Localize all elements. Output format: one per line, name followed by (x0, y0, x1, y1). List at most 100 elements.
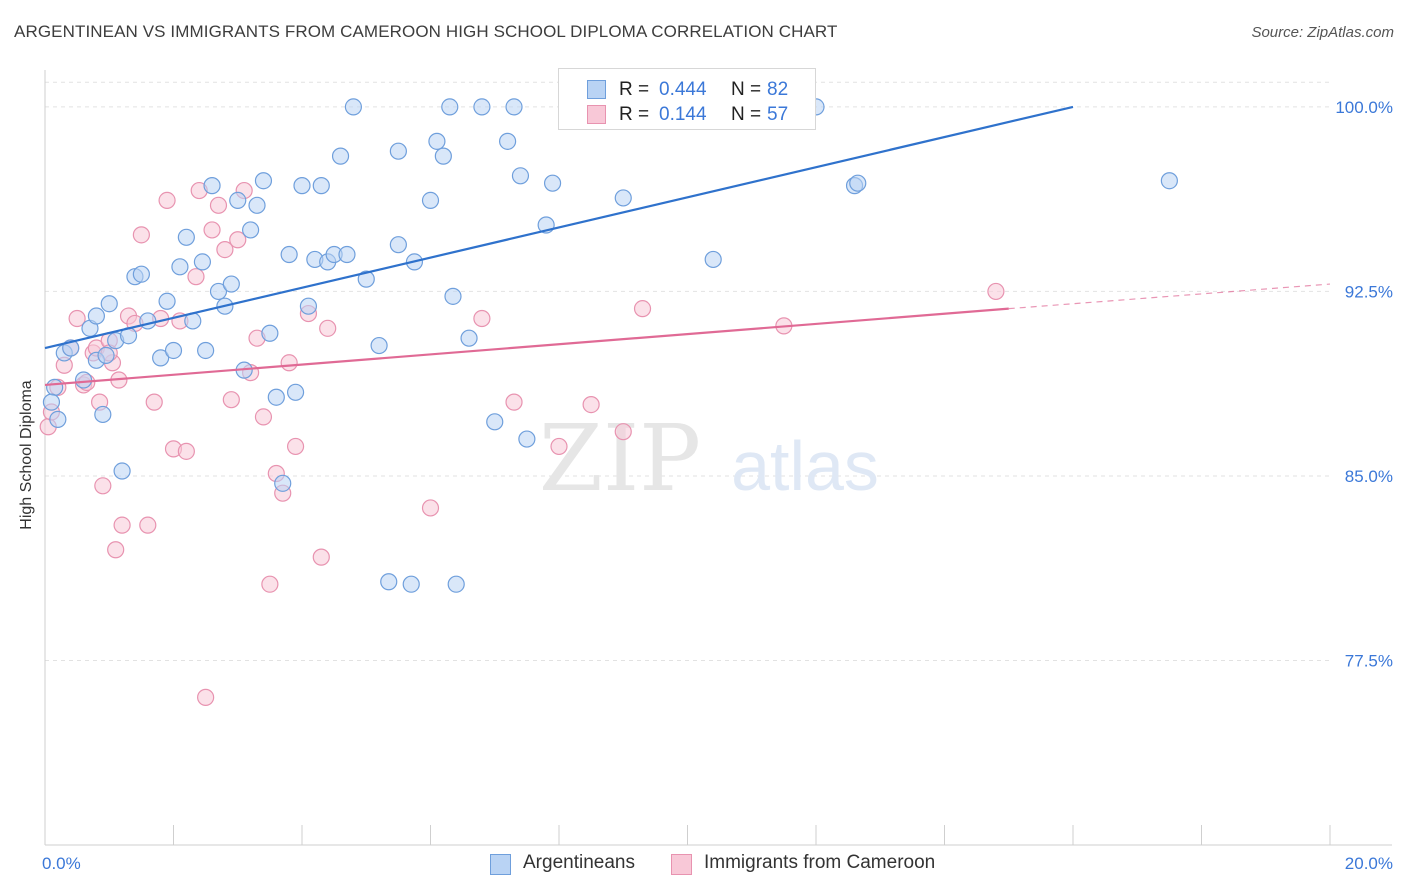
argentinean-point (113, 462, 131, 480)
argentinean-point (293, 177, 311, 195)
argentinean-point (518, 430, 536, 448)
watermark-atlas: atlas (731, 427, 879, 505)
y-tick-label: 92.5% (1345, 282, 1393, 301)
chart-title: ARGENTINEAN VS IMMIGRANTS FROM CAMEROON … (14, 22, 838, 41)
argentinean-point (74, 371, 93, 389)
series-argentineans-points (42, 98, 1178, 593)
argentinean-point (267, 388, 285, 406)
argentinean-point (158, 292, 176, 310)
cameroon-point (177, 442, 195, 460)
argentinean-point (428, 132, 446, 150)
cameroon-trend-line (44, 307, 1009, 387)
cameroon-point (421, 499, 440, 517)
argentinean-point (209, 282, 228, 301)
argentinean-point (100, 295, 118, 313)
argentinean-point (614, 189, 632, 207)
argentinean-point (704, 250, 722, 269)
argentinean-point (543, 174, 562, 192)
x-tick-label: 20.0% (1345, 854, 1393, 873)
argentinean-point (486, 413, 504, 431)
y-tick-label: 77.5% (1345, 651, 1393, 670)
legend-swatch-blue (490, 854, 511, 875)
y-axis-label: High School Diploma (18, 380, 35, 530)
argentinean-point (261, 324, 279, 342)
argentinean-point (197, 341, 215, 360)
stats-row-cameroon: R = 0.144 N = 57 (559, 102, 815, 128)
legend-swatch-pink (671, 854, 692, 875)
argentinean-point (511, 167, 530, 185)
watermark-zip: ZIP (539, 405, 701, 512)
argentinean-point (193, 253, 212, 271)
axes (44, 70, 1392, 846)
argentinean-point (380, 573, 398, 591)
cameroon-point (145, 393, 163, 411)
cameroon-point (312, 548, 330, 566)
argentinean-point (274, 474, 292, 492)
argentinean-point (97, 346, 115, 364)
argentinean-point (441, 98, 459, 116)
r-value: 0.144 (659, 104, 707, 125)
argentineans-trend-line (44, 105, 1074, 350)
cameroon-point (158, 191, 176, 209)
r-label: R = (619, 79, 650, 100)
argentinean-point (338, 245, 356, 264)
argentinean-point (460, 329, 478, 347)
cameroon-point (473, 309, 491, 328)
legend-label: Immigrants from Cameroon (704, 852, 936, 873)
argentinean-point (87, 307, 106, 325)
cameroon-point (582, 396, 600, 414)
y-tick-labels: 77.5% 85.0% 92.5% 100.0% (1335, 98, 1393, 671)
argentinean-point (370, 336, 388, 355)
argentinean-point (299, 297, 318, 315)
cameroon-point (614, 423, 632, 441)
argentinean-point (344, 98, 362, 116)
cameroon-trend-extension (1008, 283, 1331, 310)
argentinean-point (177, 228, 195, 246)
argentinean-point (229, 191, 247, 209)
x-tick-label: 0.0% (42, 854, 81, 873)
cameroon-point (319, 319, 337, 337)
argentinean-point (499, 132, 517, 150)
y-tick-label: 100.0% (1335, 98, 1393, 117)
argentinean-point (444, 287, 462, 305)
argentinean-point (280, 245, 298, 264)
argentinean-point (473, 98, 491, 116)
argentinean-point (94, 405, 112, 424)
n-label: N = (731, 79, 762, 100)
argentinean-point (849, 174, 867, 192)
argentinean-point (389, 142, 407, 160)
x-tick-labels: 0.0% 20.0% (42, 854, 1393, 873)
cameroon-point (132, 226, 150, 244)
argentinean-point (171, 258, 189, 276)
source-label: Source: ZipAtlas.com (1251, 24, 1394, 41)
cameroon-point (280, 354, 298, 372)
argentinean-point (286, 383, 305, 401)
argentinean-point (434, 147, 452, 165)
n-value: 57 (767, 104, 789, 125)
argentinean-point (402, 575, 420, 593)
y-tick-label: 85.0% (1345, 467, 1393, 486)
cameroon-point (633, 300, 652, 318)
watermark: ZIP atlas (539, 405, 879, 512)
stats-box: R = 0.444 N = 82 R = 0.144 N = 57 (558, 68, 816, 130)
argentinean-point (132, 265, 150, 283)
trend-lines (44, 105, 1331, 387)
argentinean-point (139, 312, 157, 330)
legend: Argentineans Immigrants from Cameroon (0, 851, 1406, 879)
cameroon-point (113, 516, 131, 534)
stats-row-argentineans: R = 0.444 N = 82 (559, 77, 815, 103)
n-value: 82 (767, 79, 789, 100)
argentinean-point (254, 172, 273, 190)
cameroon-point (550, 437, 568, 456)
argentinean-point (1160, 172, 1178, 190)
argentinean-point (42, 393, 61, 411)
argentinean-point (203, 177, 221, 195)
legend-label: Argentineans (523, 852, 635, 873)
argentinean-point (242, 221, 260, 239)
argentinean-point (49, 410, 67, 428)
cameroon-point (209, 196, 228, 214)
argentinean-point (331, 147, 350, 165)
cameroon-point (229, 231, 247, 249)
argentinean-point (389, 236, 407, 254)
